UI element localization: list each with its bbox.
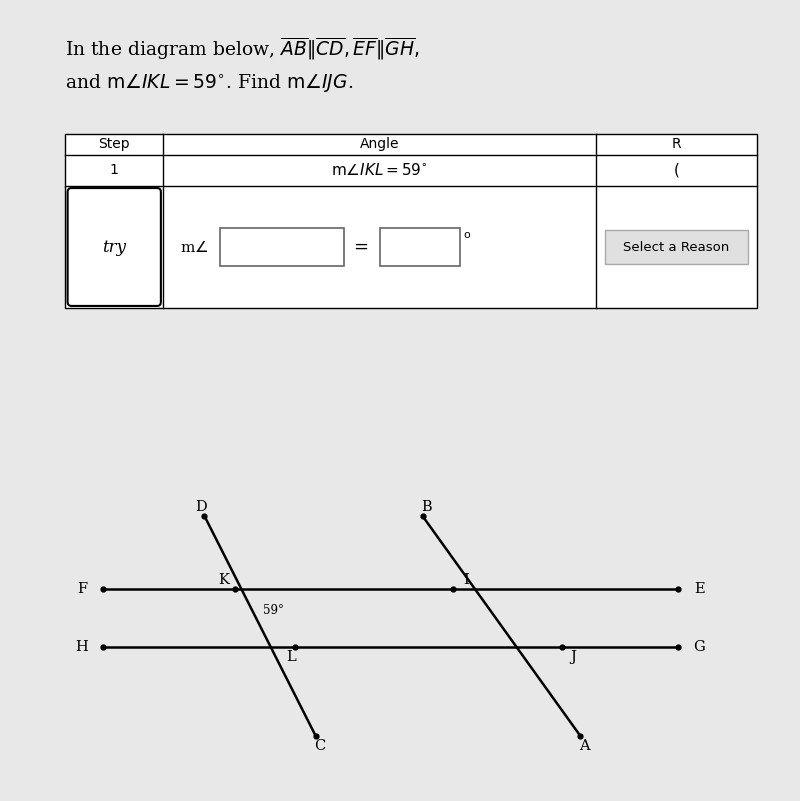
Text: F: F <box>77 582 87 597</box>
Text: try: try <box>102 239 126 256</box>
Text: =: = <box>353 238 368 256</box>
Text: Select a Reason: Select a Reason <box>623 240 730 253</box>
Text: and $\text{m}\angle IKL = 59^{\circ}$. Find $\text{m}\angle IJG$.: and $\text{m}\angle IKL = 59^{\circ}$. F… <box>66 72 354 95</box>
Text: 1: 1 <box>110 163 118 177</box>
Text: E: E <box>694 582 705 597</box>
Text: C: C <box>314 739 325 753</box>
Text: Step: Step <box>98 137 130 151</box>
Text: D: D <box>195 500 206 513</box>
Text: A: A <box>579 739 590 753</box>
Bar <box>219 228 344 266</box>
Text: (: ( <box>674 163 679 178</box>
Bar <box>380 228 460 266</box>
Bar <box>605 230 748 264</box>
Text: 59°: 59° <box>263 604 284 617</box>
Text: Angle: Angle <box>359 137 399 151</box>
Text: o: o <box>463 230 470 239</box>
Text: In the diagram below, $\overline{AB} \| \overline{CD}, \overline{EF} \| \overlin: In the diagram below, $\overline{AB} \| … <box>66 35 420 62</box>
Text: m$\angle$: m$\angle$ <box>180 239 208 255</box>
Text: H: H <box>75 641 88 654</box>
Text: J: J <box>570 650 576 664</box>
Bar <box>66 134 757 308</box>
Text: R: R <box>671 137 681 151</box>
Text: K: K <box>218 573 229 587</box>
Text: I: I <box>463 573 469 587</box>
FancyBboxPatch shape <box>68 188 161 306</box>
Text: $\text{m}\angle IKL = 59^{\circ}$: $\text{m}\angle IKL = 59^{\circ}$ <box>331 163 428 179</box>
Text: G: G <box>694 641 705 654</box>
Text: L: L <box>286 650 296 664</box>
Text: B: B <box>421 500 432 513</box>
